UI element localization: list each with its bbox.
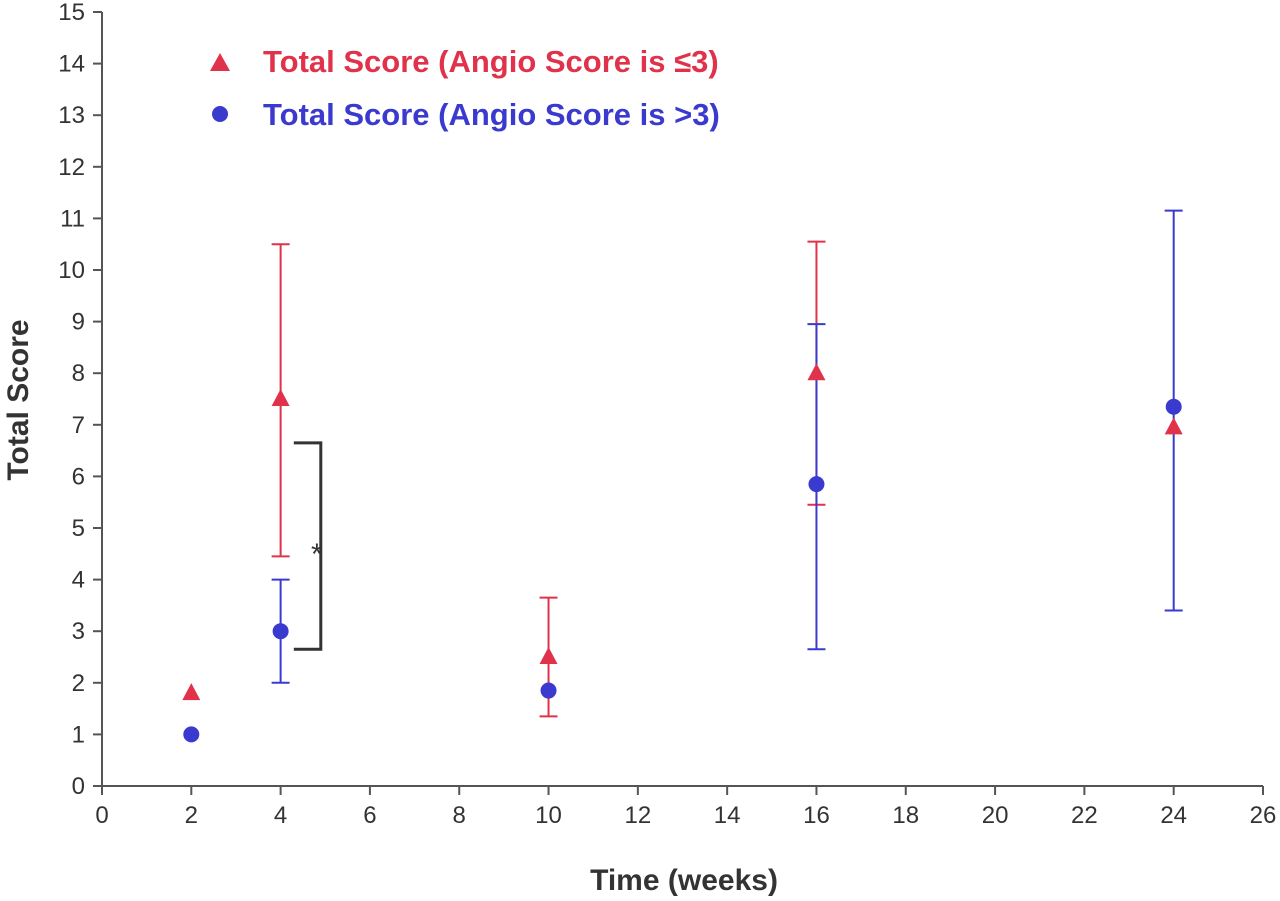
triangle-data-point xyxy=(807,363,826,381)
legend-item-angio-gt3: Total Score (Angio Score is >3) xyxy=(212,97,720,132)
circle-data-point xyxy=(1165,398,1182,415)
bracket-line xyxy=(293,441,323,651)
circle-legend-marker xyxy=(212,106,228,122)
legend-label-angio-gt3: Total Score (Angio Score is >3) xyxy=(263,97,720,132)
x-tick-label: 12 xyxy=(624,802,651,829)
y-tick-label: 4 xyxy=(72,567,85,594)
triangle-data-point xyxy=(182,683,201,701)
circle-data-point xyxy=(183,726,200,743)
y-tick-label: 3 xyxy=(72,618,85,645)
legend: Total Score (Angio Score is ≤3) Total Sc… xyxy=(210,44,720,132)
triangle-data-point xyxy=(1164,417,1183,435)
x-tick-label: 18 xyxy=(892,802,919,829)
triangle-legend-marker xyxy=(210,53,230,71)
x-tick-label: 6 xyxy=(363,802,376,829)
x-tick-label: 10 xyxy=(535,802,562,829)
y-axis-title: Total Score xyxy=(2,319,35,480)
y-tick-label: 6 xyxy=(72,463,85,490)
x-tick-label: 20 xyxy=(982,802,1009,829)
x-tick-label: 2 xyxy=(185,802,198,829)
y-tick-label: 13 xyxy=(58,102,85,129)
triangle-data-point xyxy=(271,389,290,406)
y-tick-label: 14 xyxy=(58,51,85,78)
x-tick-label: 24 xyxy=(1160,802,1187,829)
y-tick-label: 9 xyxy=(72,309,85,336)
legend-label-angio-le3: Total Score (Angio Score is ≤3) xyxy=(263,44,719,79)
x-tick-label: 26 xyxy=(1250,802,1277,829)
circle-data-point xyxy=(808,476,825,493)
y-tick-label: 15 xyxy=(58,0,85,26)
y-tick-label: 11 xyxy=(60,205,85,232)
plot-area: * xyxy=(182,209,1183,743)
x-tick-label: 0 xyxy=(95,802,108,829)
x-axis-title: Time (weeks) xyxy=(590,864,778,897)
y-tick-label: 8 xyxy=(72,360,85,387)
y-tick-label: 5 xyxy=(72,515,85,542)
axes: 0 2 4 6 8 10 12 14 16 18 20 22 24 26 0123456789101112… xyxy=(58,0,1276,829)
x-tick-label: 4 xyxy=(274,802,287,829)
significance-asterisk: * xyxy=(311,538,323,571)
circle-data-point xyxy=(272,623,289,640)
legend-item-angio-le3: Total Score (Angio Score is ≤3) xyxy=(210,44,719,79)
y-tick-label: 2 xyxy=(72,670,85,697)
triangle-data-point xyxy=(539,647,558,664)
x-tick-label: 8 xyxy=(453,802,466,829)
y-tick-label: 1 xyxy=(72,721,85,748)
x-tick-label: 16 xyxy=(803,802,830,829)
y-tick-label: 0 xyxy=(72,773,85,800)
y-tick-label: 12 xyxy=(58,154,85,181)
y-tick-label: 7 xyxy=(72,412,85,439)
y-tick-label: 10 xyxy=(58,257,85,284)
x-tick-label: 22 xyxy=(1071,802,1098,829)
significance-bracket: * xyxy=(293,441,323,651)
x-axis-ticks: 0 2 4 6 8 10 12 14 16 18 20 22 24 26 xyxy=(95,786,1276,829)
x-tick-label: 14 xyxy=(714,802,741,829)
circle-data-point xyxy=(540,682,557,699)
